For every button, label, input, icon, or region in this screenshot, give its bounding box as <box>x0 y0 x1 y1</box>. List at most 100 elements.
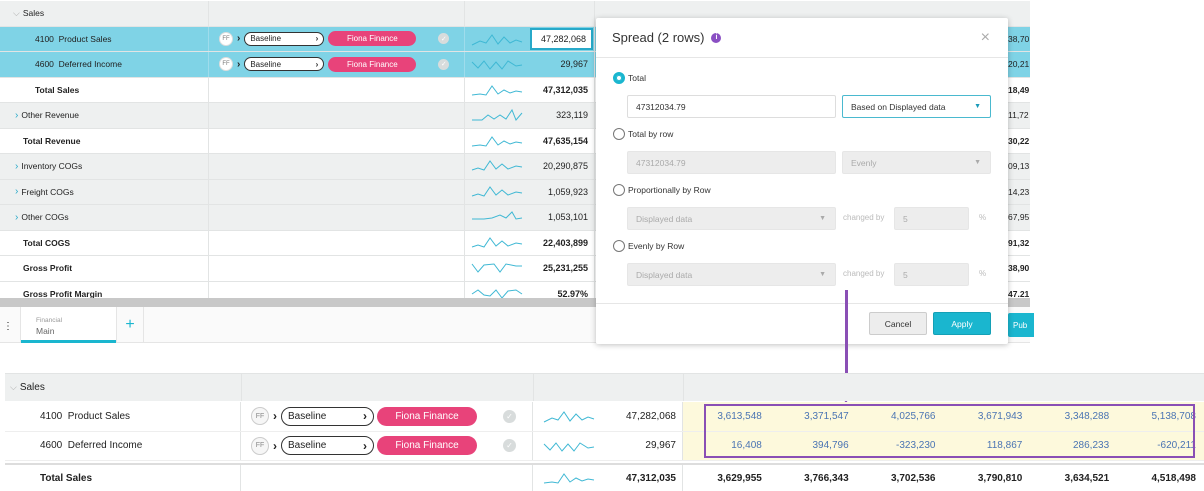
chevron-down-icon[interactable]: ⌵ <box>10 382 17 392</box>
owner-badge[interactable]: Fiona Finance <box>377 406 477 426</box>
month-value[interactable]: 394,796 <box>812 440 849 452</box>
owner-badge[interactable]: Fiona Finance <box>328 56 417 72</box>
grid-row[interactable]: Total Revenue 47,635,154 30,22 <box>0 128 1030 154</box>
radio-total-by-row[interactable] <box>613 128 625 140</box>
row-total[interactable]: 1,059,923 <box>547 186 588 197</box>
total-method-select[interactable]: Based on Displayed data ▼ <box>842 95 991 118</box>
scenario-selector[interactable]: Baseline › <box>244 57 325 72</box>
row-total[interactable]: 25,231,255 <box>542 263 588 274</box>
group-row-sales[interactable]: ⌵ Sales <box>5 373 1204 401</box>
row-total[interactable]: 47,282,068 <box>606 402 683 431</box>
chevron-down-icon[interactable]: ⌵ <box>13 7 20 18</box>
scenario-selector[interactable]: Baseline › <box>281 406 374 426</box>
month-total[interactable]: 3,790,810 <box>977 472 1023 484</box>
option-total[interactable]: Total <box>613 72 646 84</box>
chevron-right-icon[interactable]: › <box>15 109 19 121</box>
total-row[interactable]: Total Sales 47,312,035 3,629,955 3,766,34… <box>5 463 1204 491</box>
apply-button[interactable]: Apply <box>933 312 991 335</box>
chevron-right-icon[interactable]: › <box>15 211 19 223</box>
scenario-selector[interactable]: Baseline › <box>281 436 374 456</box>
evenly-change-input[interactable]: 5 <box>894 263 969 286</box>
menu-icon[interactable]: ⋮ <box>3 321 13 332</box>
horizontal-scrollbar[interactable] <box>0 298 1030 307</box>
grid-row[interactable]: Total Sales 47,312,035 18,49 <box>0 77 1030 103</box>
month-value[interactable]: 3,613,548 <box>717 410 762 422</box>
row-total[interactable]: 47,635,154 <box>542 135 588 146</box>
sparkline-icon <box>471 263 522 274</box>
month-value[interactable]: 4,025,766 <box>890 410 936 422</box>
month-value-partial[interactable]: 30,22 <box>1008 135 1030 146</box>
month-value-partial[interactable]: 20,21 <box>1008 59 1030 70</box>
proportional-basis-select[interactable]: Displayed data ▼ <box>627 207 836 230</box>
check-icon[interactable]: ✓ <box>503 439 516 453</box>
month-value[interactable]: -323,230 <box>896 440 936 452</box>
option-total-by-row[interactable]: Total by row <box>613 128 673 140</box>
month-value[interactable]: 3,671,943 <box>977 410 1023 422</box>
month-value[interactable]: 16,408 <box>731 440 762 452</box>
grid-row[interactable]: 4600 Deferred Income FF › Baseline › Fion… <box>5 431 1204 461</box>
row-label: 4100 Product Sales <box>35 33 112 44</box>
row-total[interactable]: 47,312,035 <box>606 465 683 491</box>
grid-row[interactable]: Gross Profit 25,231,255 38,90 <box>0 256 1030 282</box>
row-total[interactable]: 52.97% <box>557 288 588 299</box>
option-evenly-by-row[interactable]: Evenly by Row <box>613 240 684 252</box>
radio-total[interactable] <box>613 72 625 84</box>
cancel-button[interactable]: Cancel <box>869 312 927 335</box>
row-total[interactable]: 1,053,101 <box>547 212 588 223</box>
row-label: Freight COGs <box>21 186 74 197</box>
info-icon[interactable]: i <box>711 32 722 43</box>
row-total[interactable]: 29,967 <box>560 59 588 70</box>
radio-evenly[interactable] <box>613 240 625 252</box>
month-value[interactable]: 5,138,708 <box>1151 410 1196 422</box>
month-value-partial[interactable]: 14,23 <box>1008 186 1030 197</box>
month-value-partial[interactable]: 11,72 <box>1008 110 1029 121</box>
month-value-partial[interactable]: 18,49 <box>1008 84 1030 95</box>
owner-badge[interactable]: Fiona Finance <box>328 31 417 47</box>
month-value-partial[interactable]: 47.21 <box>1008 288 1030 299</box>
chevron-right-icon[interactable]: › <box>15 160 19 172</box>
month-total[interactable]: 3,629,955 <box>717 472 762 484</box>
proportional-change-input[interactable]: 5 <box>894 207 969 230</box>
month-total[interactable]: 3,634,521 <box>1064 472 1110 484</box>
check-icon[interactable]: ✓ <box>438 58 450 70</box>
month-value[interactable]: 3,348,288 <box>1064 410 1110 422</box>
active-cell[interactable]: 47,282,068 <box>530 27 593 50</box>
month-value-partial[interactable]: 67,95 <box>1008 212 1030 223</box>
month-total[interactable]: 3,766,343 <box>804 472 849 484</box>
grid-row[interactable]: Total COGS 22,403,899 91,32 <box>0 230 1030 256</box>
grid-row[interactable]: Gross Profit Margin 52.97% 47.21 <box>0 281 1030 300</box>
check-icon[interactable]: ✓ <box>503 409 516 423</box>
row-total[interactable]: 22,403,899 <box>542 237 588 248</box>
grid-row[interactable]: 4100 Product Sales FF › Baseline › Fiona … <box>5 402 1204 432</box>
month-value-partial[interactable]: 91,32 <box>1008 237 1030 248</box>
option-proportionally-by-row[interactable]: Proportionally by Row <box>613 184 711 196</box>
month-total[interactable]: 4,518,498 <box>1151 472 1196 484</box>
month-value[interactable]: 118,867 <box>986 440 1023 452</box>
check-icon[interactable]: ✓ <box>438 33 450 45</box>
tab-financial-main[interactable]: Financial Main <box>20 307 117 343</box>
month-value-partial[interactable]: 38,90 <box>1008 263 1030 274</box>
option-label: Total by row <box>628 129 674 139</box>
month-value-partial[interactable] <box>1008 1 1030 26</box>
month-value[interactable]: 286,233 <box>1072 440 1110 452</box>
radio-proportionally[interactable] <box>613 184 625 196</box>
row-total[interactable]: 29,967 <box>606 431 683 460</box>
scenario-selector[interactable]: Baseline › <box>244 31 325 46</box>
total-amount-input[interactable]: 47312034.79 <box>627 95 836 118</box>
month-value[interactable]: 3,371,547 <box>804 410 849 422</box>
chevron-right-icon[interactable]: › <box>15 186 19 198</box>
row-total[interactable]: 323,119 <box>556 110 588 121</box>
month-value-partial[interactable]: 38,70 <box>1008 33 1030 44</box>
publish-button[interactable]: Pub <box>1008 313 1034 337</box>
add-tab-button[interactable]: + <box>117 307 144 343</box>
month-value[interactable]: -620,211 <box>1157 440 1196 452</box>
row-amount-input[interactable]: 47312034.79 <box>627 151 836 174</box>
row-method-select[interactable]: Evenly ▼ <box>842 151 991 174</box>
close-icon[interactable]: × <box>980 29 990 46</box>
month-value-partial[interactable]: 09,13 <box>1008 161 1030 172</box>
row-total[interactable]: 20,290,875 <box>542 161 588 172</box>
owner-badge[interactable]: Fiona Finance <box>377 436 477 456</box>
evenly-basis-select[interactable]: Displayed data ▼ <box>627 263 836 286</box>
row-total[interactable]: 47,312,035 <box>542 84 588 95</box>
month-total[interactable]: 3,702,536 <box>890 472 936 484</box>
